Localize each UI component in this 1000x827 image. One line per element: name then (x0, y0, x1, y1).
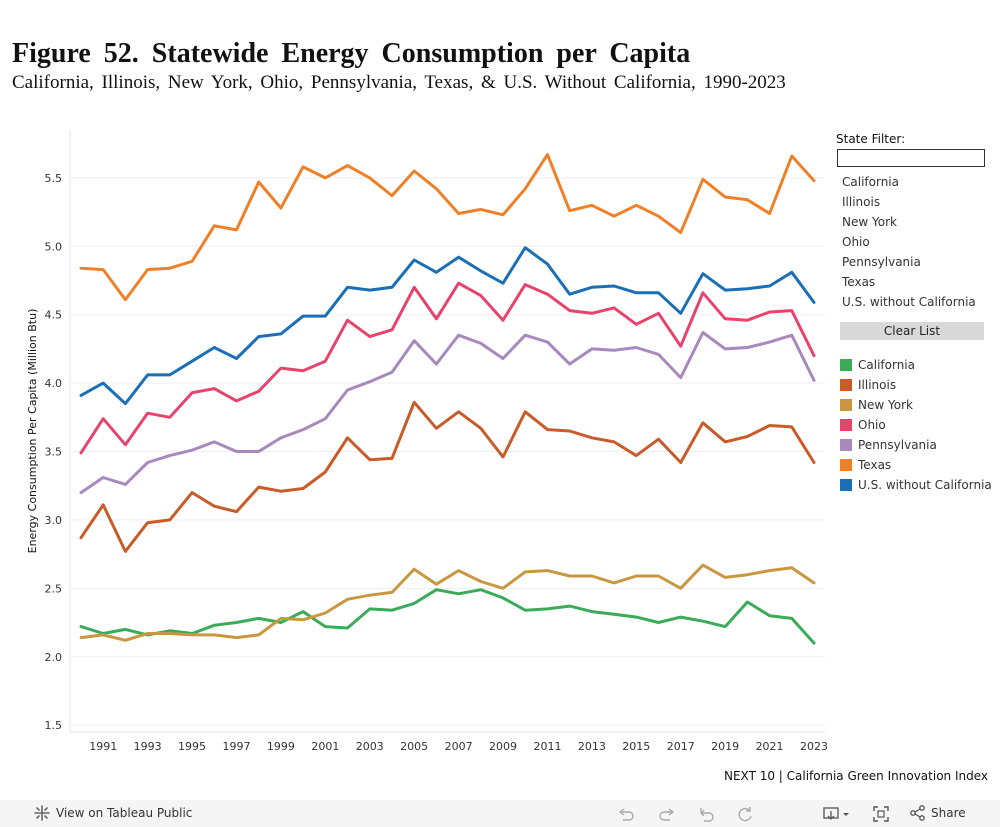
filter-item-ohio[interactable]: Ohio (842, 235, 870, 249)
share-button[interactable]: Share (910, 805, 966, 821)
filter-item-illinois[interactable]: Illinois (842, 195, 881, 209)
state-filter-input[interactable] (837, 149, 985, 167)
revert-icon[interactable] (697, 804, 717, 824)
x-tick-label: 1991 (89, 740, 117, 753)
chart-subtitle: California, Illinois, New York, Ohio, Pe… (12, 72, 786, 93)
series-line-california[interactable] (79, 588, 816, 645)
legend-swatch (840, 399, 852, 411)
x-tick-label: 2013 (578, 740, 606, 753)
gridlines (70, 177, 825, 726)
x-tick-label: 1997 (222, 740, 250, 753)
x-axis-ticks: 1991 1993 1995 1997 1999 2001 2003 2005 2007 2009… (89, 740, 828, 753)
x-tick-label: 2017 (667, 740, 695, 753)
y-tick-label: 2.5 (45, 582, 63, 595)
x-tick-label: 2003 (356, 740, 384, 753)
legend: California Illinois New York Ohio Pennsy… (840, 355, 992, 495)
legend-swatch (840, 359, 852, 371)
tableau-logo-icon (34, 805, 50, 821)
series-line-ohio[interactable] (79, 281, 816, 455)
x-tick-label: 2007 (445, 740, 473, 753)
legend-label: Texas (858, 458, 892, 472)
legend-label: Pennsylvania (858, 438, 937, 452)
line-chart: 1.5 2.0 2.5 3.0 3.5 4.0 4.5 5.0 5.5 1991 1993 1995… (26, 130, 828, 753)
x-tick-label: 2019 (711, 740, 739, 753)
y-tick-label: 5.0 (45, 240, 63, 253)
undo-icon[interactable] (617, 804, 637, 824)
filter-item-pennsylvania[interactable]: Pennsylvania (842, 255, 921, 269)
legend-item-california[interactable]: California (840, 355, 992, 375)
x-tick-label: 1999 (267, 740, 295, 753)
legend-swatch (840, 419, 852, 431)
legend-swatch (840, 479, 852, 491)
refresh-icon[interactable] (735, 804, 755, 824)
series-line-u-s-without-california[interactable] (79, 246, 816, 406)
series-line-new-york[interactable] (79, 563, 816, 642)
series-line-illinois[interactable] (79, 400, 816, 553)
download-icon[interactable] (822, 804, 852, 824)
y-tick-label: 1.5 (45, 719, 63, 732)
x-tick-label: 2009 (489, 740, 517, 753)
series-line-pennsylvania[interactable] (79, 331, 816, 495)
legend-label: California (858, 358, 915, 372)
filter-item-california[interactable]: California (842, 175, 899, 189)
legend-item-texas[interactable]: Texas (840, 455, 992, 475)
filter-item-new-york[interactable]: New York (842, 215, 897, 229)
x-tick-label: 2001 (311, 740, 339, 753)
legend-swatch (840, 379, 852, 391)
x-tick-label: 2015 (622, 740, 650, 753)
source-credit: NEXT 10 | California Green Innovation In… (724, 769, 988, 783)
legend-item-pennsylvania[interactable]: Pennsylvania (840, 435, 992, 455)
legend-item-us-without-california[interactable]: U.S. without California (840, 475, 992, 495)
legend-swatch (840, 459, 852, 471)
legend-item-ohio[interactable]: Ohio (840, 415, 992, 435)
filter-item-us-without-california[interactable]: U.S. without California (842, 295, 976, 309)
x-tick-label: 1993 (134, 740, 162, 753)
x-tick-label: 2005 (400, 740, 428, 753)
share-icon (910, 805, 925, 821)
chart-title: Figure 52. Statewide Energy Consumption … (12, 38, 691, 69)
series-lines (79, 153, 816, 645)
y-tick-label: 4.0 (45, 377, 63, 390)
x-tick-label: 2023 (800, 740, 828, 753)
y-axis-ticks: 1.5 2.0 2.5 3.0 3.5 4.0 4.5 5.0 5.5 (45, 172, 63, 732)
legend-label: Illinois (858, 378, 897, 392)
redo-icon[interactable] (656, 804, 676, 824)
y-tick-label: 3.5 (45, 446, 63, 459)
legend-item-new-york[interactable]: New York (840, 395, 992, 415)
legend-label: Ohio (858, 418, 886, 432)
state-filter-label: State Filter: (836, 132, 906, 146)
y-tick-label: 4.5 (45, 309, 63, 322)
x-tick-label: 2011 (533, 740, 561, 753)
legend-label: New York (858, 398, 913, 412)
x-tick-label: 1995 (178, 740, 206, 753)
state-filter-list: California Illinois New York Ohio Pennsy… (842, 174, 976, 314)
y-tick-label: 2.0 (45, 651, 63, 664)
clear-list-button[interactable]: Clear List (840, 322, 984, 340)
series-line-texas[interactable] (79, 153, 816, 302)
fullscreen-icon[interactable] (871, 804, 891, 824)
legend-item-illinois[interactable]: Illinois (840, 375, 992, 395)
y-axis-label: Energy Consumption Per Capita (Million B… (26, 309, 39, 554)
filter-item-texas[interactable]: Texas (842, 275, 876, 289)
x-tick-label: 2021 (756, 740, 784, 753)
y-tick-label: 5.5 (45, 172, 63, 185)
legend-swatch (840, 439, 852, 451)
share-label: Share (931, 806, 966, 820)
y-tick-label: 3.0 (45, 514, 63, 527)
legend-label: U.S. without California (858, 478, 992, 492)
view-on-tableau-public-link[interactable]: View on Tableau Public (34, 805, 192, 821)
tableau-toolbar: View on Tableau Public Share (0, 800, 1000, 827)
view-on-tableau-label: View on Tableau Public (56, 806, 193, 820)
